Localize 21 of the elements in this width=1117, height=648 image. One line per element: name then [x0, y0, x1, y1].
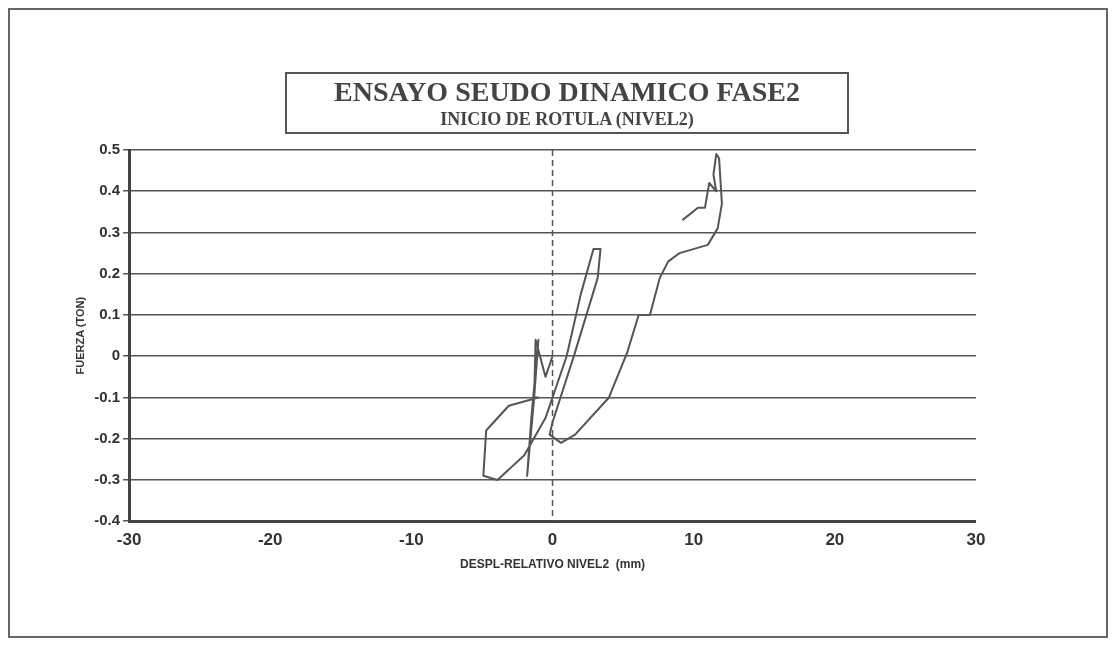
y-tick-label: 0.1: [99, 305, 121, 323]
x-tick-label: 10: [684, 530, 704, 550]
y-tick-label: 0.3: [99, 222, 121, 240]
x-tick-label: 20: [825, 530, 845, 550]
chart-title: ENSAYO SEUDO DINAMICO FASE2: [333, 76, 801, 108]
x-tick-label: 30: [966, 530, 986, 550]
x-tick-label: 0: [547, 530, 558, 550]
y-tick-label: -0.4: [94, 511, 121, 529]
y-axis-title: FUERZA (TON): [73, 296, 86, 375]
y-tick-label: 0.4: [99, 181, 121, 199]
chart-subtitle: INICIO DE ROTULA (NIVEL2): [439, 108, 695, 130]
y-tick-label: 0: [111, 346, 121, 364]
y-tick-label: -0.1: [94, 387, 121, 405]
x-tick-label: -30: [116, 530, 142, 550]
x-axis-title: DESPL-RELATIVO NIVEL2 (mm): [459, 557, 646, 572]
y-tick-label: 0.2: [99, 263, 121, 281]
x-tick-label: -10: [399, 530, 424, 550]
y-tick-label: -0.3: [94, 470, 121, 488]
y-tick-label: -0.2: [94, 428, 121, 446]
y-tick-label: 0.5: [99, 140, 121, 158]
x-tick-label: -20: [257, 530, 283, 550]
